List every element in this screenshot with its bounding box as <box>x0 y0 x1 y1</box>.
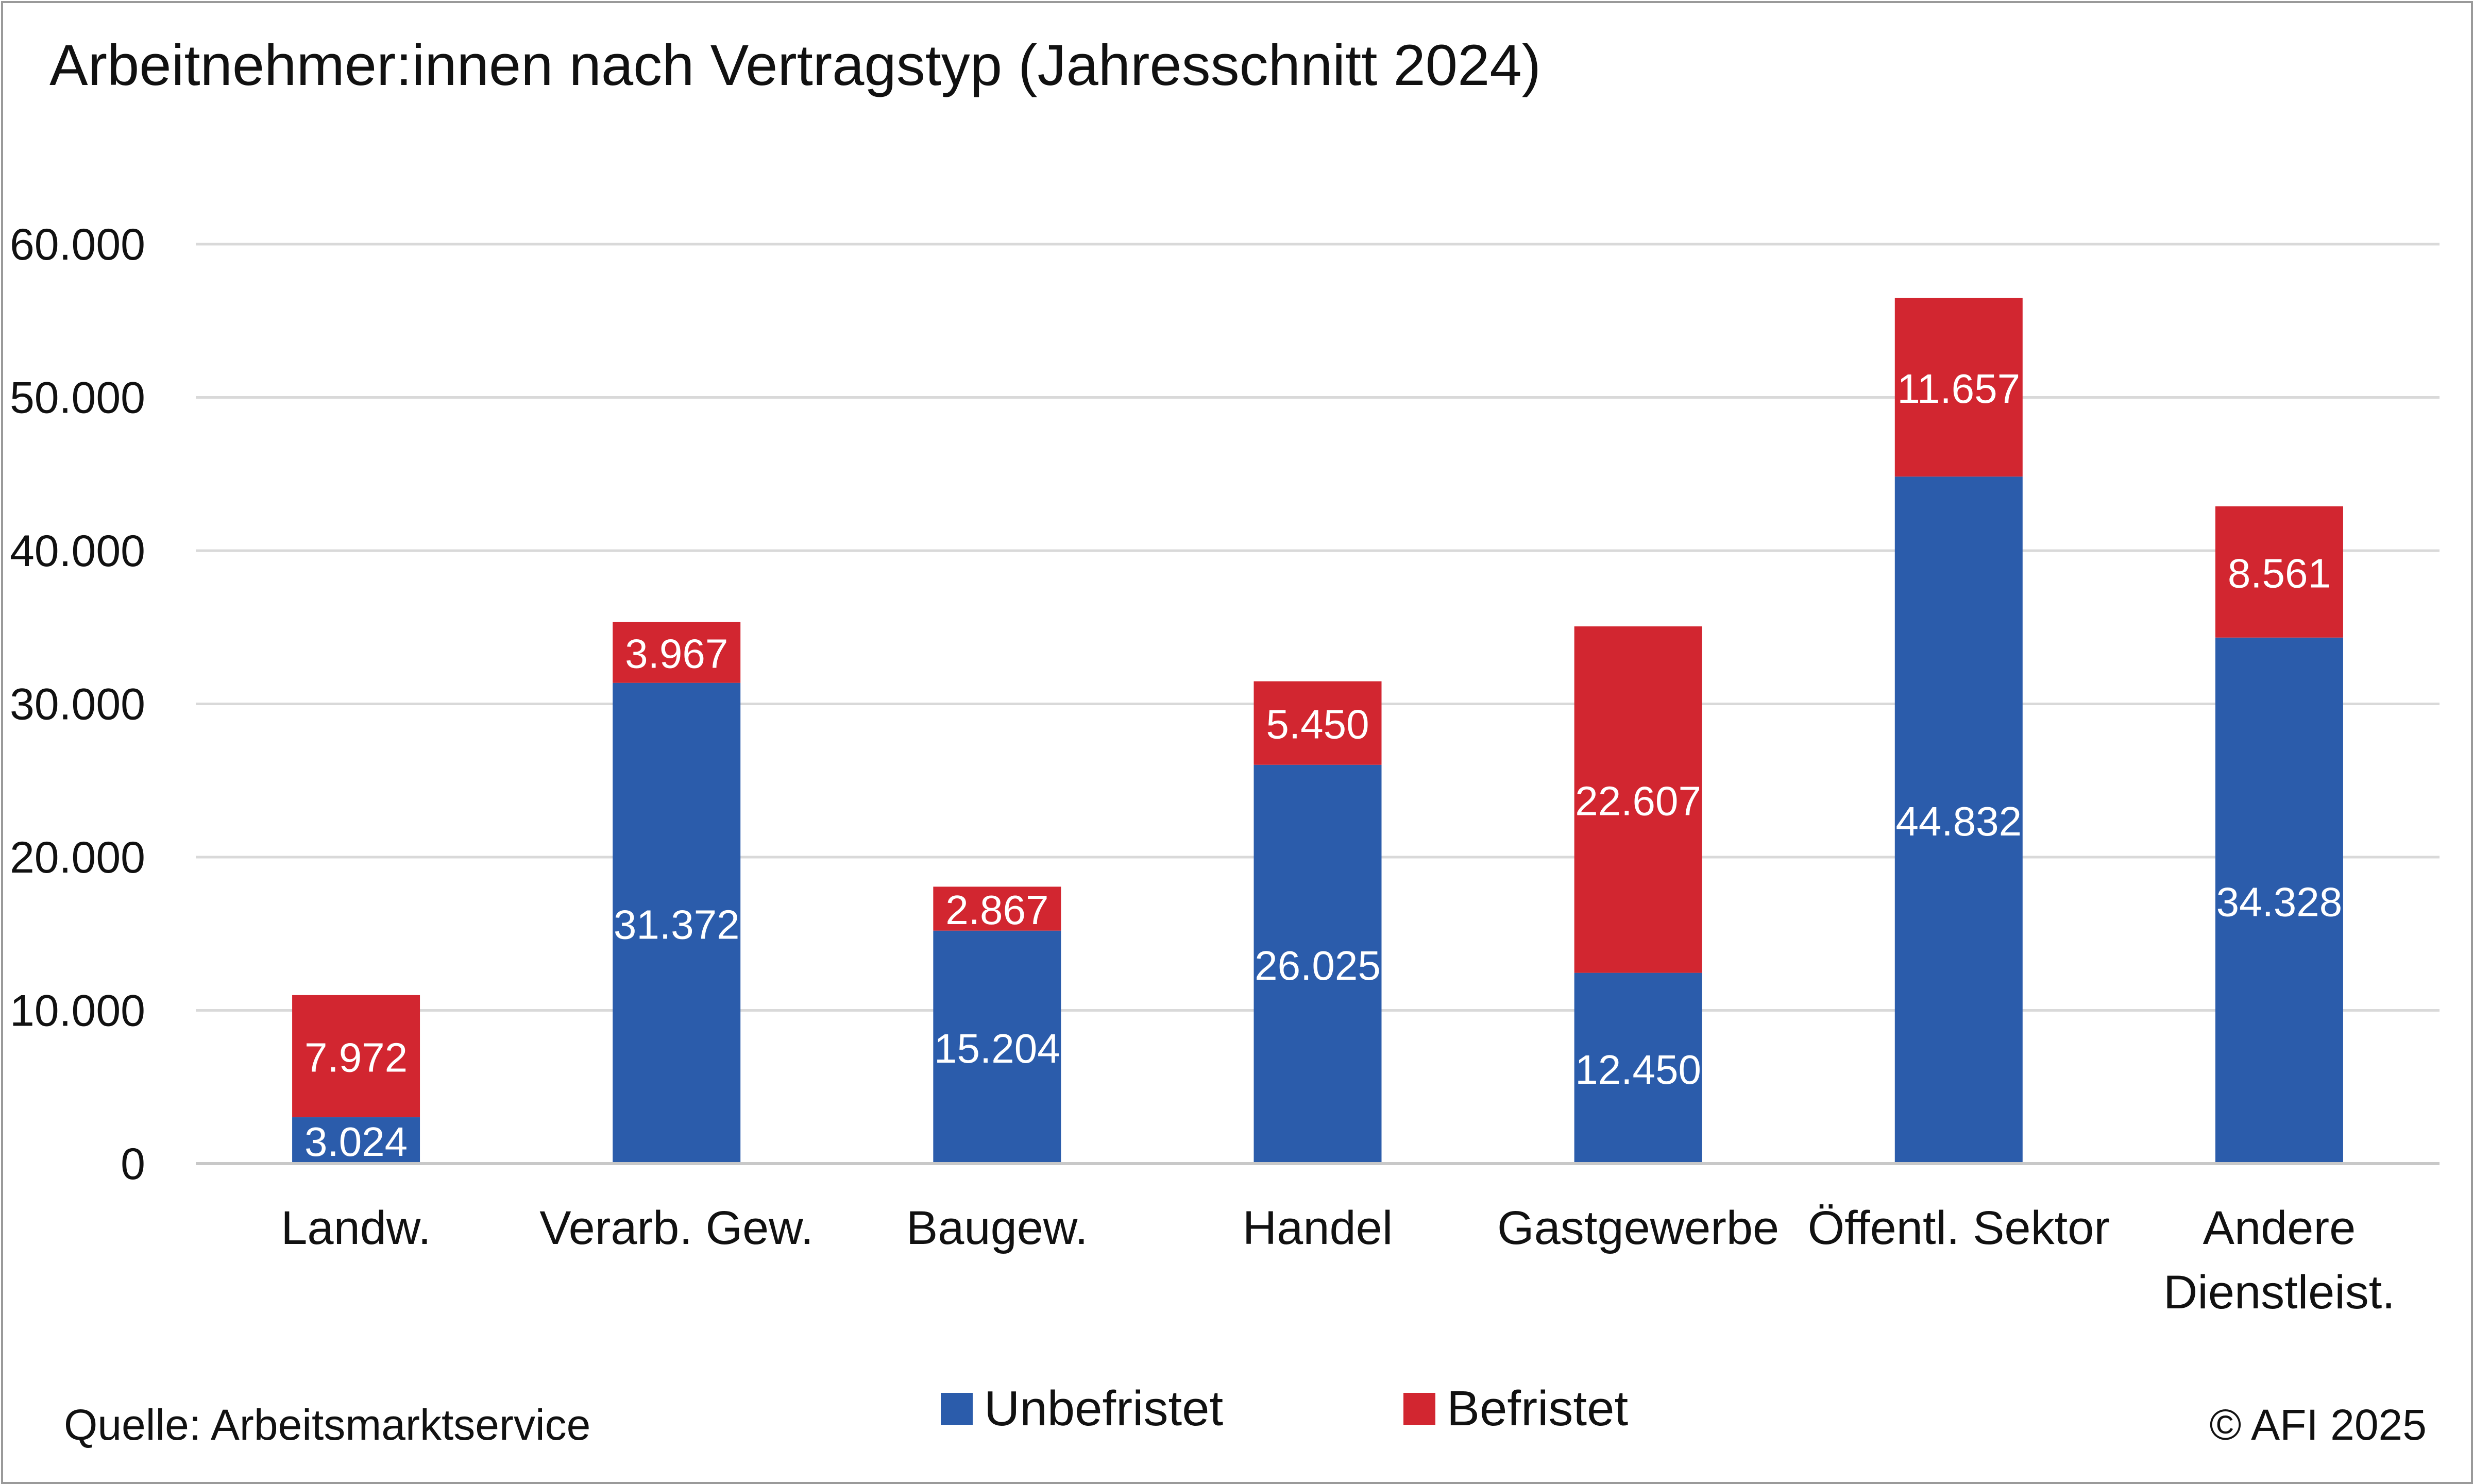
y-tick-label: 40.000 <box>10 526 145 576</box>
y-tick-label: 20.000 <box>10 833 145 882</box>
legend-swatch-befristet <box>1403 1393 1435 1425</box>
x-tick-label: Andere <box>2203 1202 2356 1254</box>
data-label-befristet: 8.561 <box>2228 550 2331 596</box>
y-tick-label: 10.000 <box>10 986 145 1036</box>
bar-unbefristet <box>1574 973 1702 1164</box>
legend: Unbefristet Befristet <box>0 1380 2473 1442</box>
y-tick-label: 50.000 <box>10 373 145 423</box>
chart-title: Arbeitnehmer:innen nach Vertragstyp (Jah… <box>49 33 1541 97</box>
bar-befristet <box>613 622 741 683</box>
y-tick-label: 60.000 <box>10 220 145 269</box>
labels-layer: 3.024 7.972 31.372 3.967 15.204 2.867 26.025 5.… <box>304 366 2342 1165</box>
bar-unbefristet <box>1254 764 1382 1164</box>
bars-layer <box>292 298 2343 1164</box>
bar-befristet <box>1894 298 2023 477</box>
legend-item-unbefristet: Unbefristet <box>941 1380 1223 1437</box>
data-label-befristet: 22.607 <box>1575 778 1701 824</box>
data-label-unbefristet: 31.372 <box>614 901 740 947</box>
x-tick-label: Gastgewerbe <box>1497 1202 1779 1254</box>
x-tick-label: Verarb. Gew. <box>539 1202 814 1254</box>
x-tick-label: Öffentl. Sektor <box>1808 1202 2110 1254</box>
x-tick-label: Landw. <box>281 1202 431 1254</box>
legend-label-befristet: Befristet <box>1447 1381 1629 1436</box>
data-label-unbefristet: 3.024 <box>304 1119 408 1165</box>
y-tick-label: 0 <box>121 1139 145 1189</box>
data-label-befristet: 11.657 <box>1897 366 2020 412</box>
bar-unbefristet <box>292 1117 420 1164</box>
bar-befristet <box>2215 506 2343 638</box>
bar-unbefristet <box>613 683 741 1164</box>
bar-unbefristet <box>1894 476 2023 1164</box>
data-label-befristet: 2.867 <box>945 887 1048 933</box>
data-label-befristet: 3.967 <box>625 631 728 677</box>
data-label-unbefristet: 15.204 <box>934 1026 1060 1071</box>
data-label-unbefristet: 26.025 <box>1255 943 1381 988</box>
bar-unbefristet <box>2215 637 2343 1164</box>
data-label-unbefristet: 12.450 <box>1575 1047 1701 1093</box>
legend-label-unbefristet: Unbefristet <box>984 1381 1224 1436</box>
source-note: Quelle: Arbeitsmarktservice <box>64 1401 591 1449</box>
legend-item-befristet: Befristet <box>1403 1380 1628 1437</box>
x-tick-label: Baugew. <box>906 1202 1088 1254</box>
data-label-befristet: 5.450 <box>1266 702 1369 747</box>
data-label-unbefristet: 34.328 <box>2216 879 2343 925</box>
copyright-note: © AFI 2025 <box>2209 1401 2427 1449</box>
bar-befristet <box>1254 681 1382 765</box>
data-label-unbefristet: 44.832 <box>1895 798 2022 844</box>
x-tick-label: Dienstleist. <box>2163 1266 2395 1319</box>
data-label-befristet: 7.972 <box>304 1034 408 1080</box>
y-tick-label: 30.000 <box>10 680 145 729</box>
bar-befristet <box>292 995 420 1118</box>
bar-befristet <box>933 886 1061 931</box>
x-tick-label: Handel <box>1243 1202 1393 1254</box>
axis-layer: 0 10.000 20.000 30.000 40.000 50.000 60.000 Lan… <box>10 220 2440 1319</box>
legend-swatch-unbefristet <box>941 1393 973 1425</box>
bar-unbefristet <box>933 930 1061 1164</box>
bar-befristet <box>1574 626 1702 973</box>
